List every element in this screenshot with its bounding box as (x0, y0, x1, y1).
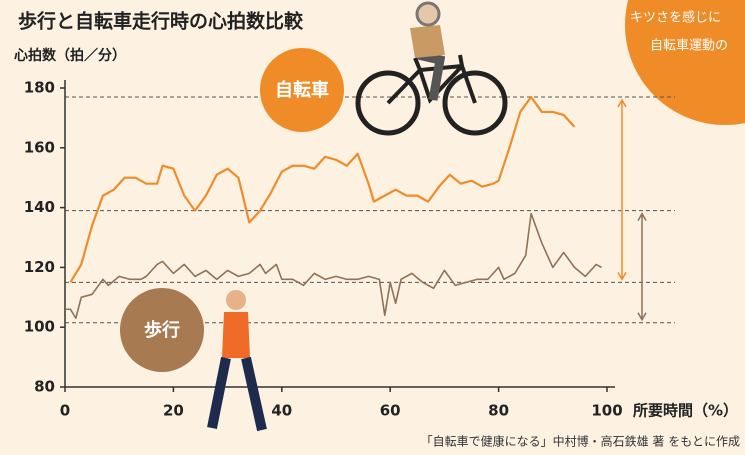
bubble-label: 自転車 (275, 79, 329, 101)
x-axis-label: 所要時間（%） (633, 402, 738, 420)
y-tick-label: 120 (24, 258, 55, 276)
bubble (260, 48, 344, 132)
x-tick-label: 40 (271, 402, 292, 420)
y-tick-label: 180 (24, 79, 55, 97)
range-arrow (637, 212, 647, 322)
y-axis-label: 心拍数（拍／分） (14, 47, 126, 64)
source-note: 「自転車で健康になる」中村博・高石鉄雄 著 をもとに作成 (421, 434, 740, 449)
x-tick-label: 20 (163, 402, 184, 420)
series-line (65, 212, 602, 320)
chart-title: 歩行と自転車走行時の心拍数比較 (18, 10, 304, 33)
y-tick-label: 140 (24, 198, 55, 216)
series-line (69, 95, 576, 283)
walker-illustration (207, 290, 267, 432)
x-tick-label: 80 (488, 402, 509, 420)
badge-text: キツさを感じに (630, 10, 721, 26)
plot: 80 100 120 140 160 180 0 20 40 60 80 100 (24, 79, 675, 420)
bubble-label: 歩行 (144, 319, 180, 341)
x-tick-label: 60 (380, 402, 401, 420)
x-tick-label: 0 (60, 402, 70, 420)
y-tick-label: 100 (24, 318, 55, 336)
badge-text: 自転車運動の (650, 39, 728, 54)
x-tick-label: 100 (591, 402, 622, 420)
y-tick-label: 80 (34, 378, 55, 396)
range-arrow (617, 98, 627, 281)
corner-badge (625, 0, 745, 125)
cyclist-illustration (355, 1, 508, 136)
y-tick-label: 160 (24, 138, 55, 156)
bubble (120, 288, 204, 372)
